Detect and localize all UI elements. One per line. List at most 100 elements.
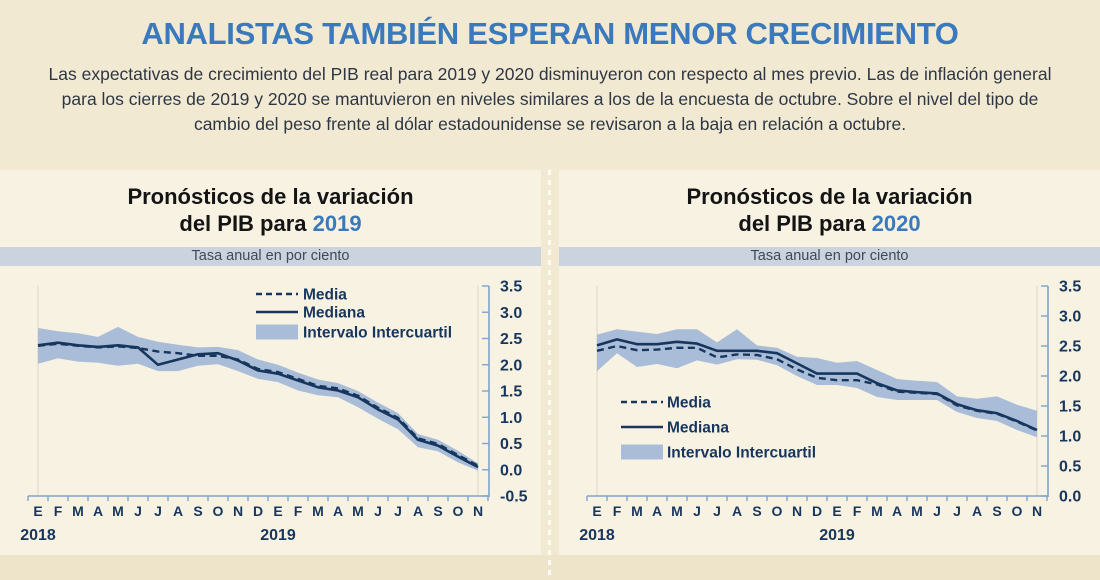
month-label: S (193, 503, 202, 519)
month-label: N (792, 503, 802, 519)
month-label: M (112, 503, 124, 519)
month-label: F (294, 503, 303, 519)
chart-title-pib-2020: Pronósticos de la variación del PIB para … (559, 170, 1100, 245)
month-label: A (413, 503, 423, 519)
month-label: N (1032, 503, 1042, 519)
y-tick-label: 1.5 (1059, 399, 1081, 416)
month-label: M (312, 503, 324, 519)
chart-title-year: 2019 (312, 211, 362, 236)
month-label: F (613, 503, 622, 519)
month-label: E (592, 503, 601, 519)
month-label: J (953, 503, 961, 519)
month-label: A (972, 503, 982, 519)
month-label: O (772, 503, 783, 519)
units-band-2019: Tasa anual en por ciento (0, 247, 541, 266)
legend-media-label: Media (667, 395, 711, 412)
chart-title-line2: del PIB para (179, 211, 313, 236)
y-tick-label: 3.0 (500, 305, 522, 322)
chart-title-pib-2019: Pronósticos de la variación del PIB para … (0, 170, 541, 245)
chart-title-line1: Pronósticos de la variación (686, 184, 973, 209)
interquartile-band (38, 326, 478, 471)
intro-paragraph: Las expectativas de crecimiento del PIB … (48, 64, 1052, 134)
month-label: M (911, 503, 923, 519)
legend-band-swatch (621, 444, 663, 460)
legend-band-label: Intervalo Intercuartil (303, 325, 452, 342)
legend-band-swatch (256, 324, 298, 340)
units-label: Tasa anual en por ciento (191, 248, 350, 264)
y-tick-label: 2.0 (500, 357, 522, 374)
y-tick-label: 3.5 (1059, 279, 1081, 296)
media-line (596, 344, 1038, 432)
y-tick-label: 0.0 (500, 462, 522, 479)
chart-title-line1: Pronósticos de la variación (127, 184, 414, 209)
y-tick-label: 1.5 (500, 384, 522, 401)
month-label: N (473, 503, 483, 519)
charts-row: Pronósticos de la variación del PIB para … (0, 170, 1100, 555)
divider-dashed-line (548, 170, 551, 580)
month-label: A (732, 503, 742, 519)
month-label: S (433, 503, 442, 519)
year-label: 2019 (260, 527, 296, 544)
month-label: A (93, 503, 103, 519)
month-label: J (394, 503, 402, 519)
month-label: D (812, 503, 822, 519)
month-label: O (453, 503, 464, 519)
y-tick-label: 0.0 (1059, 489, 1081, 506)
y-tick-label: 3.5 (500, 279, 522, 296)
month-label: M (72, 503, 84, 519)
month-label: E (273, 503, 282, 519)
month-label: O (213, 503, 224, 519)
y-tick-label: -0.5 (500, 489, 528, 506)
month-label: M (631, 503, 643, 519)
header: ANALISTAS TAMBIÉN ESPERAN MENOR CRECIMIE… (0, 0, 1100, 170)
y-tick-label: 0.5 (1059, 459, 1081, 476)
legend-mediana-label: Mediana (667, 420, 729, 437)
month-label: J (154, 503, 162, 519)
month-label: M (671, 503, 683, 519)
interquartile-band (597, 329, 1037, 438)
month-label: J (374, 503, 382, 519)
month-label: J (134, 503, 142, 519)
month-label: S (992, 503, 1001, 519)
units-label: Tasa anual en por ciento (750, 248, 909, 264)
year-label: 2019 (819, 527, 855, 544)
month-label: A (333, 503, 343, 519)
month-label: O (1012, 503, 1023, 519)
year-label: 2018 (20, 527, 56, 544)
chart-title-year: 2020 (871, 211, 921, 236)
y-tick-label: 2.5 (500, 331, 522, 348)
month-label: M (352, 503, 364, 519)
month-label: E (33, 503, 42, 519)
month-label: J (933, 503, 941, 519)
month-label: A (892, 503, 902, 519)
legend-mediana-label: Mediana (303, 305, 365, 322)
month-label: F (853, 503, 862, 519)
y-tick-label: 2.5 (1059, 339, 1081, 356)
chart-panel-pib-2020: Pronósticos de la variación del PIB para … (559, 170, 1100, 555)
y-tick-label: 0.5 (500, 436, 522, 453)
month-label: F (54, 503, 63, 519)
y-tick-label: 1.0 (500, 410, 522, 427)
media-line (37, 342, 479, 467)
y-tick-label: 1.0 (1059, 429, 1081, 446)
month-label: M (871, 503, 883, 519)
month-label: A (173, 503, 183, 519)
y-tick-label: 2.0 (1059, 369, 1081, 386)
month-label: S (752, 503, 761, 519)
year-label: 2018 (579, 527, 615, 544)
month-label: E (832, 503, 841, 519)
chart-title-line2: del PIB para (738, 211, 872, 236)
page-title: ANALISTAS TAMBIÉN ESPERAN MENOR CRECIMIE… (141, 16, 959, 51)
y-tick-label: 3.0 (1059, 309, 1081, 326)
month-label: A (652, 503, 662, 519)
month-label: J (713, 503, 721, 519)
month-label: N (233, 503, 243, 519)
units-band-2020: Tasa anual en por ciento (559, 247, 1100, 266)
month-label: J (693, 503, 701, 519)
legend-band-label: Intervalo Intercuartil (667, 445, 816, 462)
legend-media-label: Media (303, 287, 347, 304)
month-label: D (253, 503, 263, 519)
